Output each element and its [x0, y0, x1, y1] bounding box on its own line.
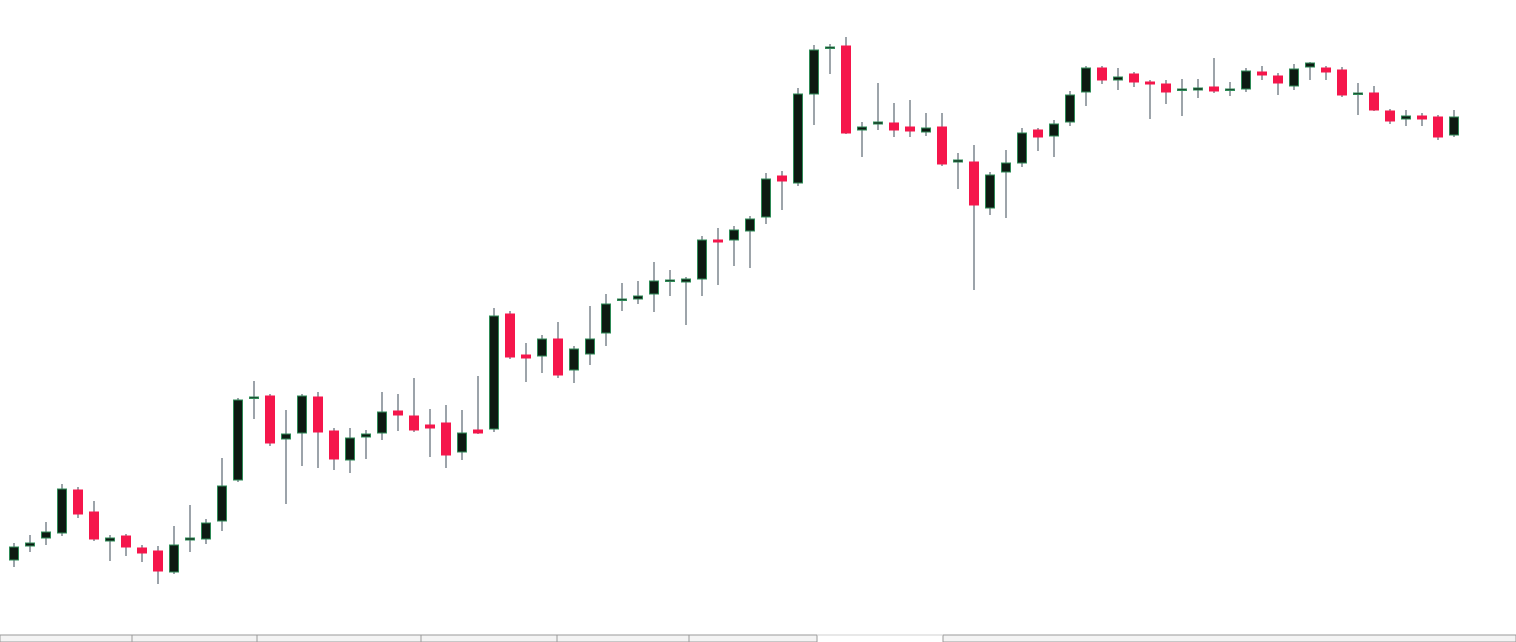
- candle-body: [1001, 162, 1011, 173]
- candle-body: [57, 488, 67, 534]
- candle-body: [409, 415, 419, 431]
- timeline-strip: [0, 634, 1516, 642]
- candle-body: [905, 126, 915, 132]
- candle-body: [1209, 86, 1219, 92]
- candle-body: [441, 422, 451, 456]
- candle-body: [937, 126, 947, 165]
- candle-body: [985, 174, 995, 209]
- candle-body: [1273, 75, 1283, 84]
- candle-body: [857, 126, 867, 131]
- timeline-bar: [942, 634, 1516, 642]
- candle-body: [729, 229, 739, 241]
- candle-body: [425, 424, 435, 429]
- candle-body: [745, 218, 755, 232]
- candle-body: [569, 348, 579, 371]
- candle-body: [761, 178, 771, 218]
- candle-body: [713, 239, 723, 243]
- candle-body: [201, 522, 211, 540]
- candle-body: [1321, 67, 1331, 73]
- candle-body: [825, 46, 835, 49]
- candle-body: [1369, 92, 1379, 111]
- candle-body: [25, 542, 35, 547]
- candle-body: [1049, 123, 1059, 137]
- candle-body: [377, 411, 387, 434]
- candle-body: [1305, 62, 1315, 68]
- candle-body: [553, 338, 563, 376]
- candle-body: [73, 489, 83, 515]
- candle-body: [665, 279, 675, 282]
- candle-body: [473, 429, 483, 434]
- candle-body: [537, 338, 547, 357]
- candle-body: [1385, 110, 1395, 122]
- candle-body: [953, 159, 963, 163]
- candle-body: [921, 127, 931, 133]
- candle-body: [89, 511, 99, 540]
- candle-body: [1161, 83, 1171, 93]
- candle-body: [969, 161, 979, 206]
- candle-body: [345, 437, 355, 461]
- candle-body: [1401, 115, 1411, 120]
- candle-body: [809, 49, 819, 95]
- candle-body: [697, 239, 707, 280]
- candle-body: [457, 432, 467, 453]
- candle-body: [1433, 116, 1443, 138]
- candle-body: [249, 396, 259, 399]
- candle-body: [41, 531, 51, 539]
- candle-body: [121, 535, 131, 548]
- candle-body: [361, 433, 371, 438]
- candle-body: [393, 410, 403, 416]
- candle-body: [1289, 68, 1299, 87]
- candle-body: [505, 313, 515, 358]
- candle-body: [1177, 88, 1187, 91]
- candle-body: [185, 537, 195, 541]
- candle-body: [1129, 73, 1139, 83]
- candle-body: [601, 303, 611, 334]
- candle-body: [585, 338, 595, 355]
- candle-body: [841, 45, 851, 134]
- candle-body: [1257, 71, 1267, 76]
- candle-body: [1145, 81, 1155, 85]
- candle-body: [1241, 70, 1251, 90]
- candle-body: [1081, 67, 1091, 93]
- candle-body: [793, 93, 803, 184]
- candle-body: [649, 280, 659, 295]
- candle-body: [889, 122, 899, 131]
- candle-body: [169, 544, 179, 573]
- candle-body: [1417, 115, 1427, 120]
- candle-body: [681, 278, 691, 283]
- candle-body: [1337, 69, 1347, 96]
- candle-body: [233, 399, 243, 481]
- candle-body: [521, 354, 531, 359]
- candle-body: [297, 395, 307, 434]
- candle-body: [1097, 67, 1107, 81]
- candle-body: [873, 121, 883, 125]
- candle-body: [137, 547, 147, 554]
- candle-body: [1449, 116, 1459, 136]
- candle-body: [1065, 94, 1075, 123]
- timeline-bar: [0, 634, 818, 642]
- candle-body: [1033, 129, 1043, 138]
- candle-body: [633, 295, 643, 300]
- candle-body: [265, 395, 275, 444]
- candle-body: [329, 430, 339, 460]
- candle-body: [1353, 92, 1363, 95]
- candle-body: [105, 537, 115, 542]
- candle-body: [313, 396, 323, 433]
- candle-body: [217, 485, 227, 522]
- candle-body: [489, 315, 499, 430]
- candle-body: [153, 550, 163, 572]
- candle-body: [9, 546, 19, 561]
- candle-body: [1193, 87, 1203, 91]
- candle-body: [1225, 88, 1235, 91]
- candle-body: [281, 433, 291, 440]
- candle-body: [1017, 132, 1027, 164]
- candle-body: [1113, 76, 1123, 81]
- candle-body: [777, 175, 787, 182]
- candle-body: [617, 298, 627, 301]
